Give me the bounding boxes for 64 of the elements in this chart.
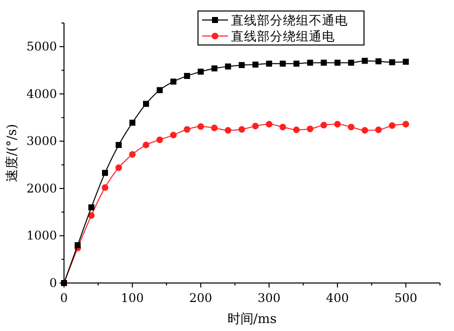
point	[197, 123, 204, 130]
point	[156, 87, 163, 94]
point	[184, 72, 190, 79]
point	[266, 60, 272, 67]
point	[375, 126, 382, 134]
point	[362, 127, 368, 134]
y-tick-label: 4000	[26, 86, 57, 101]
legend-label: 直线部分绕组通电	[231, 28, 335, 44]
point	[293, 126, 300, 134]
y-tick-label: 0	[49, 276, 57, 290]
legend-label: 直线部分绕组不通电	[231, 12, 348, 28]
point	[320, 60, 327, 66]
point	[266, 120, 272, 128]
point	[334, 60, 340, 66]
point	[402, 58, 409, 65]
point	[389, 59, 396, 66]
x-tick-label: 500	[394, 291, 418, 305]
point	[116, 142, 122, 148]
x-tick-label: 100	[120, 291, 144, 305]
point	[388, 122, 396, 129]
point	[88, 204, 94, 210]
point	[375, 58, 382, 64]
y-axis-title: 速度/(°/s)	[4, 124, 20, 182]
point	[238, 62, 245, 68]
point	[402, 120, 410, 128]
point	[320, 122, 328, 128]
point	[156, 136, 164, 144]
point	[143, 100, 150, 107]
point	[238, 126, 246, 133]
y-tick-label: 3000	[26, 134, 57, 148]
point	[129, 151, 136, 158]
point	[348, 60, 354, 66]
y-tick-label: 2000	[26, 181, 57, 196]
x-tick-label: 0	[60, 291, 68, 305]
point	[102, 184, 108, 191]
point	[211, 65, 218, 72]
point	[252, 62, 258, 68]
x-tick-label: 300	[258, 291, 281, 305]
y-tick-label: 1000	[26, 228, 57, 243]
x-axis-title: 时间/ms	[227, 312, 277, 327]
y-tick-label: 5000	[26, 40, 57, 54]
point	[252, 122, 259, 130]
point	[211, 124, 218, 132]
point	[170, 78, 176, 85]
point	[306, 126, 314, 132]
point	[74, 242, 81, 248]
point	[225, 63, 232, 70]
x-tick-label: 400	[326, 291, 349, 305]
x-tick-label: 200	[189, 291, 212, 305]
point	[334, 120, 341, 128]
point	[115, 164, 122, 171]
point	[279, 124, 286, 130]
point	[307, 60, 314, 66]
point	[142, 142, 150, 148]
point	[198, 68, 204, 75]
point	[293, 60, 300, 67]
point	[129, 120, 136, 126]
point	[362, 58, 368, 64]
point	[184, 126, 190, 133]
point	[348, 124, 354, 130]
point	[170, 132, 177, 138]
point	[224, 127, 232, 134]
point	[280, 60, 286, 67]
point	[102, 170, 108, 176]
